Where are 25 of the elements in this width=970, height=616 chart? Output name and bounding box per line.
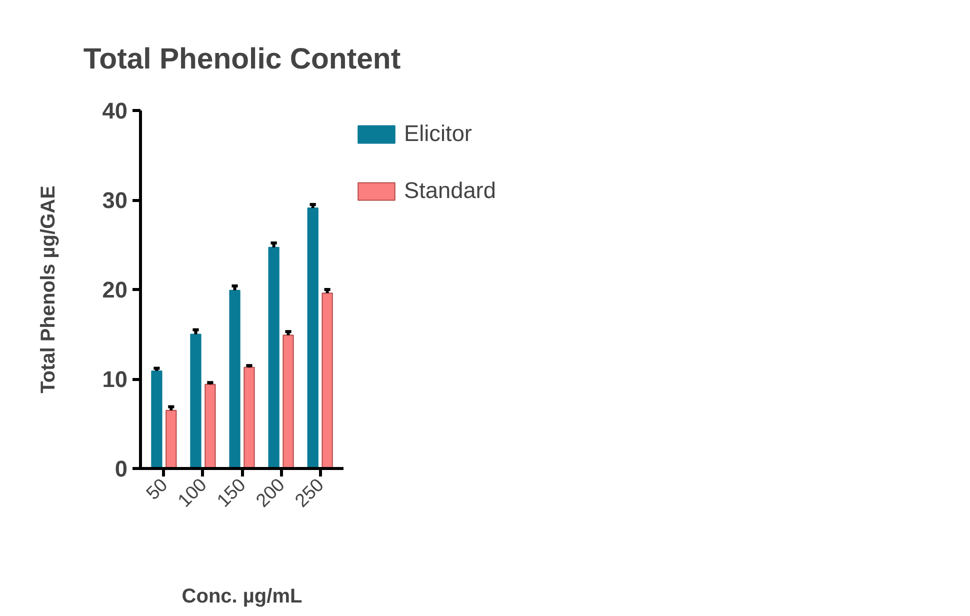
chart-title: Total Phenolic Content bbox=[83, 42, 401, 76]
x-tick-label: 150 bbox=[212, 474, 250, 511]
y-tick-label: 20 bbox=[102, 276, 128, 302]
y-tick-label: 40 bbox=[102, 98, 128, 124]
x-tick-label: 100 bbox=[174, 474, 210, 511]
bar bbox=[204, 384, 216, 468]
x-tick-label: 200 bbox=[252, 474, 288, 511]
y-tick-label: 0 bbox=[114, 456, 128, 482]
x-tick-label: 50 bbox=[142, 474, 172, 504]
bar bbox=[244, 366, 255, 468]
bar bbox=[322, 292, 333, 468]
x-axis-title: Conc. µg/mL bbox=[182, 586, 302, 608]
bar bbox=[229, 290, 240, 468]
bar bbox=[282, 334, 294, 468]
bar bbox=[307, 208, 318, 468]
x-tick-label: 250 bbox=[290, 474, 328, 511]
y-tick-label: 30 bbox=[102, 187, 128, 213]
legend-label: Standard bbox=[404, 177, 496, 204]
bar bbox=[268, 246, 280, 468]
y-axis-title: Total Phenols µg/GAE bbox=[37, 186, 60, 394]
bar bbox=[166, 410, 177, 468]
bar bbox=[151, 370, 162, 468]
y-tick-label: 10 bbox=[102, 366, 128, 392]
legend-label: Elicitor bbox=[404, 120, 472, 147]
bar bbox=[190, 334, 202, 468]
